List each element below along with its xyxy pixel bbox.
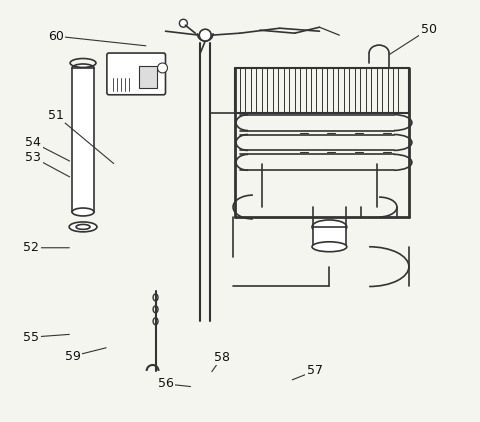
Ellipse shape	[72, 208, 94, 216]
Text: 60: 60	[48, 30, 64, 43]
FancyBboxPatch shape	[107, 53, 166, 95]
Text: 54: 54	[25, 136, 41, 149]
Bar	[139, 66, 156, 88]
Circle shape	[199, 29, 211, 41]
Text: 56: 56	[157, 377, 173, 390]
Bar	[312, 227, 346, 247]
Text: 50: 50	[421, 23, 437, 36]
Ellipse shape	[312, 242, 347, 252]
Ellipse shape	[312, 220, 347, 234]
Ellipse shape	[72, 64, 94, 72]
Text: 51: 51	[48, 109, 64, 122]
Bar	[72, 68, 94, 212]
Circle shape	[180, 19, 187, 27]
Ellipse shape	[69, 222, 97, 232]
Text: 58: 58	[214, 351, 230, 363]
Ellipse shape	[76, 225, 90, 230]
Text: 52: 52	[24, 241, 39, 254]
Text: 55: 55	[24, 331, 39, 344]
Circle shape	[157, 63, 168, 73]
Text: 53: 53	[25, 151, 41, 164]
Text: 57: 57	[307, 365, 323, 377]
Text: 59: 59	[65, 349, 81, 362]
